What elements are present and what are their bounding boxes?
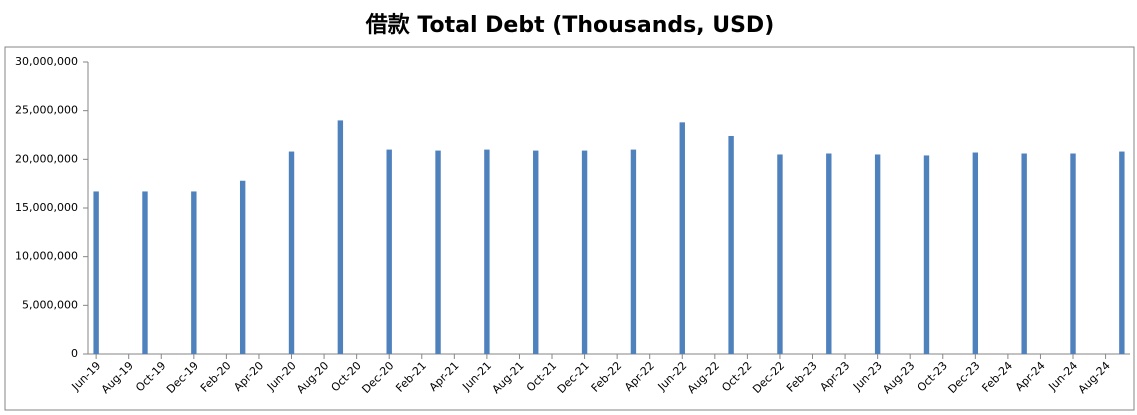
bar [1021, 153, 1027, 354]
x-tick-label: Dec-19 [164, 359, 201, 396]
x-tick-label: Jun-23 [850, 359, 885, 394]
y-tick-label: 10,000,000 [15, 250, 78, 263]
x-tick-label: Feb-20 [198, 359, 234, 395]
x-tick-label: Apr-21 [427, 359, 462, 394]
bar [386, 149, 392, 354]
bar [484, 149, 490, 354]
bar [142, 191, 148, 354]
y-tick-label: 20,000,000 [15, 152, 78, 165]
y-tick-label: 15,000,000 [15, 201, 78, 214]
x-tick-label: Aug-21 [490, 359, 527, 396]
bar [288, 151, 295, 354]
y-tick-label: 30,000,000 [15, 55, 78, 68]
x-tick-label: Aug-23 [880, 359, 917, 396]
x-tick-label: Jun-24 [1045, 359, 1080, 394]
x-tick-label: Dec-20 [359, 359, 396, 396]
bar [1119, 151, 1125, 354]
chart-title: 借款 Total Debt (Thousands, USD) [365, 12, 775, 38]
bar [337, 120, 344, 355]
x-tick-label: Oct-19 [133, 359, 168, 394]
x-tick-label: Oct-22 [719, 359, 754, 394]
bar [435, 150, 441, 354]
bar [1070, 153, 1076, 354]
y-tick-label: 5,000,000 [22, 298, 78, 311]
bar [191, 191, 197, 354]
x-tick-label: Dec-23 [946, 359, 983, 396]
y-tick-label: 0 [71, 347, 78, 360]
x-tick-label: Feb-24 [979, 359, 1015, 395]
x-tick-label: Apr-20 [231, 359, 266, 394]
bar [826, 153, 832, 354]
x-tick-label: Apr-24 [1013, 359, 1048, 394]
bar [630, 149, 637, 354]
x-tick-label: Jun-22 [655, 359, 690, 394]
x-tick-label: Feb-21 [393, 359, 429, 395]
plot-frame [4, 46, 1135, 411]
x-tick-label: Dec-22 [750, 359, 787, 396]
bar [874, 154, 881, 354]
x-tick-label: Feb-22 [589, 359, 625, 395]
x-tick-label: Oct-20 [329, 359, 364, 394]
bar [777, 154, 783, 354]
x-tick-label: Oct-21 [524, 359, 559, 394]
bar [93, 191, 99, 354]
x-tick-label: Dec-21 [555, 359, 592, 396]
bar [728, 135, 734, 354]
y-tick-label: 25,000,000 [15, 104, 78, 117]
x-tick-label: Aug-24 [1076, 359, 1113, 396]
bar [923, 155, 930, 354]
bar [533, 150, 539, 354]
x-tick-label: Apr-22 [622, 359, 657, 394]
bar [581, 150, 588, 354]
x-tick-label: Aug-19 [99, 359, 136, 396]
x-tick-label: Jun-19 [69, 359, 104, 394]
bar [239, 180, 246, 354]
x-tick-label: Jun-21 [459, 359, 494, 394]
x-tick-label: Aug-22 [685, 359, 722, 396]
x-tick-label: Feb-23 [784, 359, 820, 395]
bar [972, 152, 979, 354]
x-tick-label: Apr-23 [817, 359, 852, 394]
x-tick-label: Jun-20 [264, 359, 299, 394]
bar [679, 122, 685, 354]
x-tick-label: Aug-20 [294, 359, 331, 396]
x-tick-label: Oct-23 [915, 359, 950, 394]
